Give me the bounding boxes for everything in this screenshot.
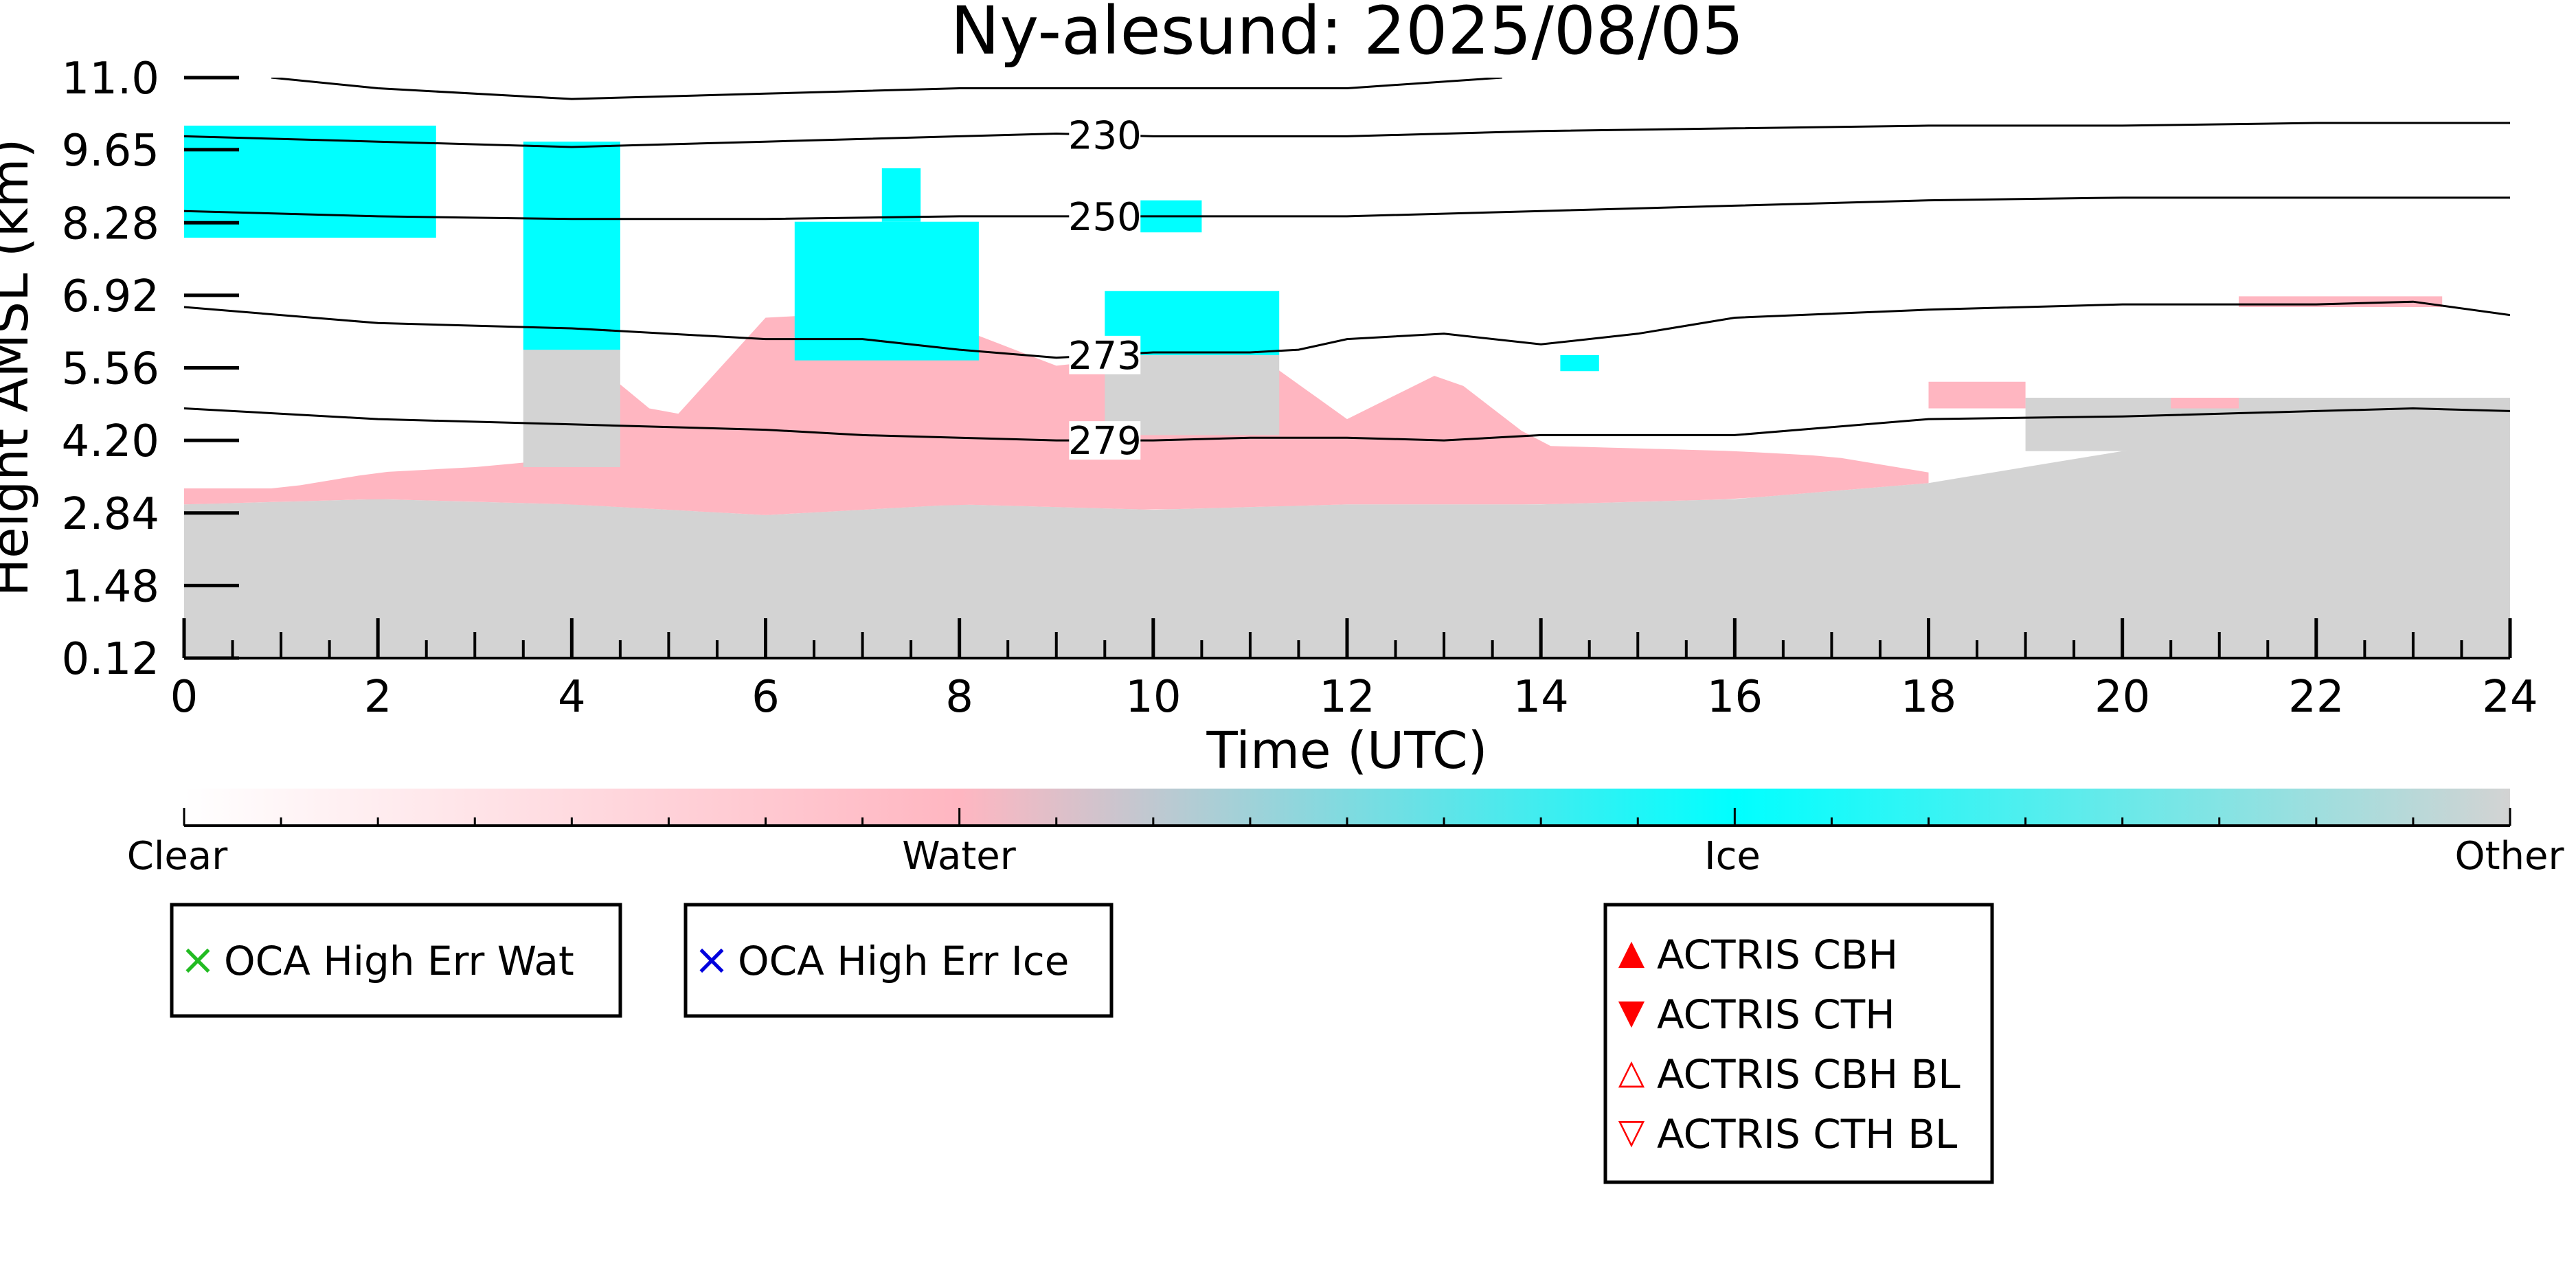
y-tick-label-1.48: 1.48 [62, 561, 160, 612]
legend-label: OCA High Err Wat [224, 938, 574, 984]
contour-label-bg [1069, 196, 1141, 236]
region-other-0 [184, 440, 2510, 658]
contour-label-230: 230 [1068, 113, 1142, 158]
region-water-1 [184, 313, 1929, 515]
colorbar: Clear Water Ice Other [127, 789, 2564, 879]
contour-line-top [271, 78, 1502, 100]
legend-marker-filled-up-triangle-icon: ▲ [1618, 932, 1645, 972]
plot-area: 230 250 273 279 [184, 78, 2510, 659]
region-water-13 [2171, 398, 2239, 409]
legend-marker-green-x-icon: × [180, 934, 216, 984]
legend-oca-high-err-wat: × OCA High Err Wat [170, 903, 622, 1018]
x-tick-label-20: 20 [2094, 672, 2150, 723]
legend-box [1603, 903, 1994, 1184]
region-other-4 [2025, 398, 2510, 451]
colorbar-label-ice: Ice [1704, 834, 1761, 879]
legend-label-actris-cbh-bl: ACTRIS CBH BL [1657, 1051, 1961, 1098]
legend-marker-blue-x-icon: × [694, 934, 730, 984]
legend-box [170, 903, 622, 1018]
contour-label-250: 250 [1068, 195, 1142, 240]
legend-marker-open-up-triangle-icon: △ [1618, 1052, 1645, 1092]
x-tick-label-16: 16 [1707, 672, 1763, 723]
colorbar-label-water: Water [902, 834, 1017, 879]
x-axis-label: Time (UTC) [1206, 721, 1487, 780]
region-ice-9 [1105, 291, 1280, 355]
legend-label: OCA High Err Ice [738, 938, 1069, 984]
legend-marker-filled-down-triangle-icon: ▼ [1618, 992, 1645, 1032]
contour-label-bg [1069, 115, 1141, 155]
y-tick-label-11.0: 11.0 [62, 54, 160, 104]
legend-label-actris-cth-bl: ACTRIS CTH BL [1657, 1111, 1957, 1157]
chart-title: Ny-alesund: 2025/08/05 [951, 0, 1744, 69]
x-tick-label-24: 24 [2482, 672, 2538, 723]
contour-label-bg [1069, 421, 1141, 460]
colorbar-label-other: Other [2454, 834, 2564, 879]
legend-actris: ▲ ACTRIS CBH ▼ ACTRIS CTH △ ACTRIS CBH B… [1603, 903, 1994, 1184]
region-ice-5 [184, 125, 436, 238]
colorbar-ticks [183, 808, 2511, 826]
y-axis-label: Height AMSL (km) [0, 138, 40, 596]
region-ice-6 [523, 142, 620, 350]
colorbar-label-clear: Clear [127, 834, 228, 879]
x-tick-label-22: 22 [2288, 672, 2344, 723]
x-tick-label-14: 14 [1513, 672, 1568, 723]
x-axis: 0 2 4 6 8 10 12 14 16 18 20 22 24 [170, 618, 2538, 723]
y-tick-label-0.12: 0.12 [62, 634, 160, 685]
temperature-contour-labels: 230 250 273 279 [1068, 113, 1142, 464]
region-other-3 [1105, 354, 1280, 436]
legend-marker-open-down-triangle-icon: ▽ [1618, 1111, 1645, 1151]
x-tick-label-2: 2 [364, 672, 392, 723]
region-ice-8 [881, 168, 921, 222]
region-other-2 [523, 339, 620, 467]
x-tick-label-0: 0 [170, 672, 199, 723]
x-tick-label-4: 4 [558, 672, 586, 723]
y-axis: 0.12 1.48 2.84 4.20 5.56 6.92 8.28 9.65 11.0 [62, 54, 239, 685]
contour-label-279: 279 [1068, 419, 1142, 464]
contour-line-250 [184, 196, 2510, 221]
contour-line-279 [184, 407, 2510, 442]
x-tick-label-8: 8 [945, 672, 973, 723]
y-tick-label-8.28: 8.28 [62, 199, 160, 249]
contour-label-bg [1069, 335, 1141, 374]
contour-label-273: 273 [1068, 334, 1142, 379]
x-tick-label-12: 12 [1319, 672, 1375, 723]
y-tick-label-9.65: 9.65 [62, 126, 160, 177]
y-tick-label-2.84: 2.84 [62, 489, 160, 540]
region-water-12 [1928, 381, 2026, 409]
legend-oca-high-err-ice: × OCA High Err Ice [683, 903, 1114, 1018]
x-tick-label-18: 18 [1901, 672, 1956, 723]
y-tick-label-6.92: 6.92 [62, 271, 160, 322]
legend-label-actris-cbh: ACTRIS CBH [1657, 931, 1898, 978]
cloud-class-regions [184, 125, 2510, 658]
x-tick-label-6: 6 [752, 672, 780, 723]
region-ice-11 [1560, 354, 1599, 372]
region-ice-7 [794, 221, 979, 361]
legend-label-actris-cth: ACTRIS CTH [1657, 991, 1895, 1038]
temperature-contours [184, 78, 2510, 442]
y-tick-label-5.56: 5.56 [62, 344, 160, 395]
legend-box [683, 903, 1114, 1018]
y-tick-label-4.20: 4.20 [62, 416, 160, 467]
contour-line-273 [184, 300, 2510, 359]
x-tick-label-10: 10 [1125, 672, 1181, 723]
contour-line-230 [184, 122, 2510, 148]
